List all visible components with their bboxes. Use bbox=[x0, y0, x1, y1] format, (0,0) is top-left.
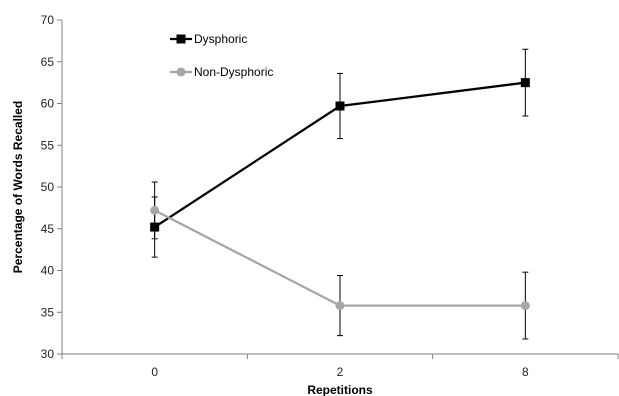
y-tick-label: 60 bbox=[41, 97, 55, 111]
series-dysphoric bbox=[150, 48, 530, 258]
data-point bbox=[335, 301, 345, 311]
legend-item-non-dysphoric: Non-Dysphoric bbox=[170, 65, 273, 79]
y-tick-label: 55 bbox=[41, 138, 55, 152]
series-non-dysphoric bbox=[150, 181, 530, 340]
y-tick-label: 50 bbox=[41, 180, 55, 194]
legend-marker bbox=[176, 34, 186, 44]
x-axis-title: Repetitions bbox=[307, 383, 373, 396]
y-axis-title: Percentage of Words Recalled bbox=[11, 101, 25, 274]
x-axis-ticks: 0 2 8 bbox=[61, 354, 619, 379]
legend-label: Non-Dysphoric bbox=[194, 65, 273, 79]
y-tick-label: 40 bbox=[41, 264, 55, 278]
y-tick-label: 35 bbox=[41, 305, 55, 319]
legend-item-dysphoric: Dysphoric bbox=[170, 32, 247, 46]
x-tick-label: 2 bbox=[337, 365, 344, 379]
legend: Dysphoric Non-Dysphoric bbox=[170, 32, 273, 79]
y-axis-ticks: 30 35 40 45 50 55 60 65 70 bbox=[41, 13, 62, 361]
x-tick-label: 8 bbox=[522, 365, 529, 379]
x-tick-label: 0 bbox=[151, 365, 158, 379]
series-layer bbox=[150, 48, 530, 340]
data-point bbox=[520, 78, 530, 88]
data-point bbox=[150, 205, 160, 215]
legend-marker bbox=[176, 67, 186, 77]
legend-label: Dysphoric bbox=[194, 32, 247, 46]
data-point bbox=[520, 301, 530, 311]
data-point bbox=[335, 101, 345, 111]
y-tick-label: 45 bbox=[41, 222, 55, 236]
y-tick-label: 30 bbox=[41, 347, 55, 361]
y-tick-label: 65 bbox=[41, 55, 55, 69]
y-tick-label: 70 bbox=[41, 13, 55, 27]
